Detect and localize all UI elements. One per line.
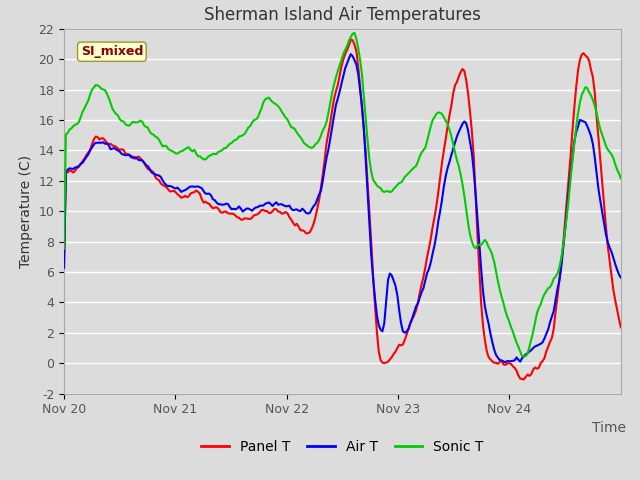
Title: Sherman Island Air Temperatures: Sherman Island Air Temperatures: [204, 6, 481, 24]
Legend: Panel T, Air T, Sonic T: Panel T, Air T, Sonic T: [195, 434, 490, 460]
Y-axis label: Temperature (C): Temperature (C): [19, 155, 33, 268]
Text: SI_mixed: SI_mixed: [81, 45, 143, 58]
Text: Time: Time: [593, 421, 627, 435]
